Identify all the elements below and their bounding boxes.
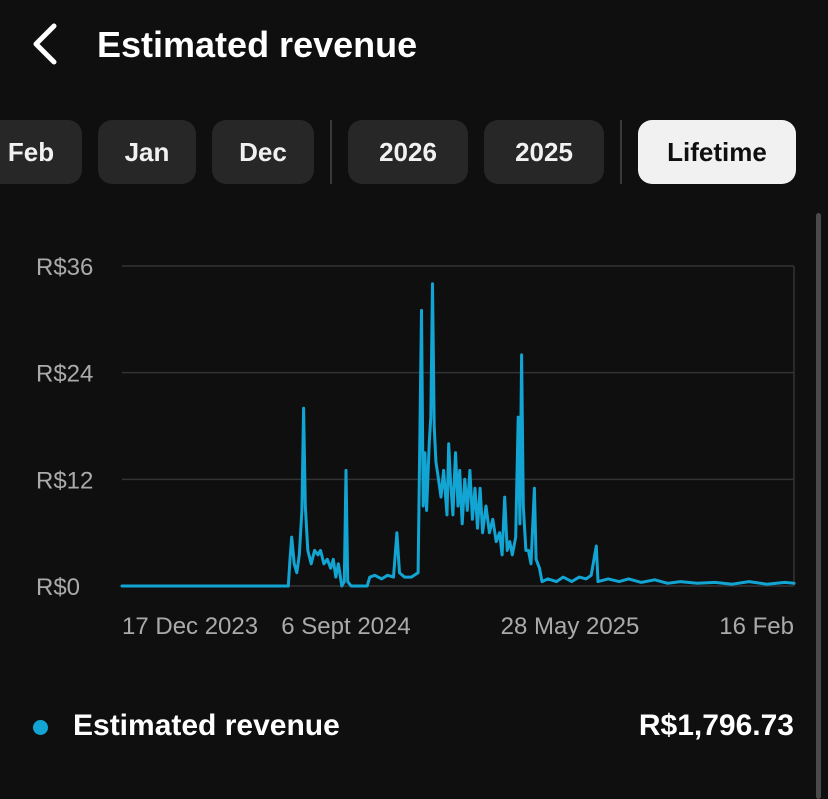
header: Estimated revenue (0, 0, 828, 92)
x-tick-label: 17 Dec 2023 (122, 613, 258, 640)
chip-jan[interactable]: Jan (98, 120, 196, 184)
chip-2025[interactable]: 2025 (484, 120, 604, 184)
summary-value: R$1,796.73 (638, 709, 794, 742)
x-tick-label: 16 Feb (719, 613, 794, 640)
x-tick-label: 28 May 2025 (501, 613, 640, 640)
y-tick-label: R$0 (36, 574, 80, 601)
period-selector: Feb Jan Dec 2026 2025 Lifetime (0, 120, 828, 184)
chevron-left-icon (33, 23, 57, 65)
summary-label: Estimated revenue (73, 709, 340, 742)
chip-feb[interactable]: Feb (0, 120, 82, 184)
series-dot-icon (33, 720, 48, 735)
y-tick-label: R$24 (36, 361, 93, 388)
chip-2026[interactable]: 2026 (348, 120, 468, 184)
x-tick-label: 6 Sept 2024 (281, 613, 410, 640)
y-tick-label: R$12 (36, 467, 93, 494)
summary-row: Estimated revenue R$1,796.73 (0, 700, 828, 756)
scrollbar[interactable] (816, 213, 821, 799)
chip-lifetime[interactable]: Lifetime (638, 120, 796, 184)
x-axis-labels: 17 Dec 2023 6 Sept 2024 28 May 2025 16 Feb (122, 613, 794, 640)
back-button[interactable] (26, 22, 68, 66)
revenue-line-chart: R$36 R$24 R$12 R$0 17 Dec 2023 6 Sept 2024 28… (36, 254, 796, 640)
series-line-estimated-revenue (120, 282, 796, 588)
chip-divider (330, 120, 332, 184)
page-title: Estimated revenue (97, 24, 418, 65)
chart-series (120, 282, 796, 588)
chip-divider (620, 120, 622, 184)
y-tick-label: R$36 (36, 254, 93, 281)
y-axis-labels: R$36 R$24 R$12 R$0 (36, 254, 93, 601)
chart-grid (122, 265, 795, 587)
chip-dec[interactable]: Dec (212, 120, 314, 184)
